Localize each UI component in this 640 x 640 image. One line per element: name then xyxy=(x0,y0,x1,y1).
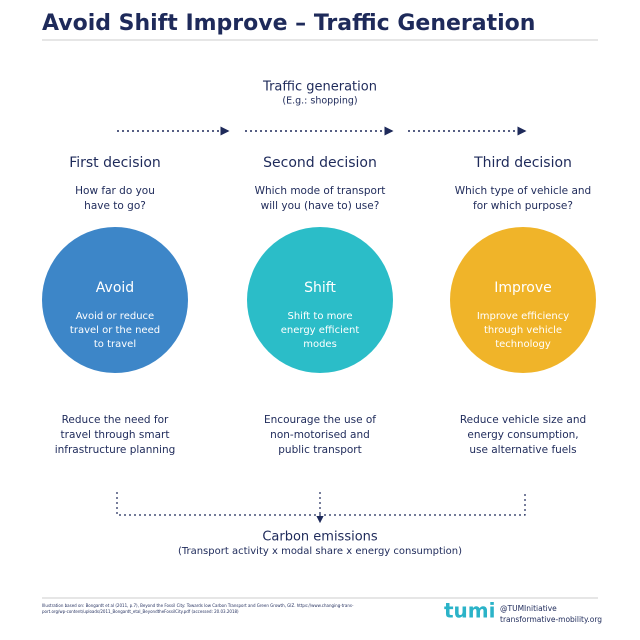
decision: Second decision xyxy=(263,155,377,171)
circle-text: through vehicle xyxy=(484,325,562,336)
question: Which mode of transport xyxy=(255,185,386,197)
circle-text: energy efficient xyxy=(281,325,360,336)
title: Avoid Shift Improve – Traffic Generation xyxy=(42,11,535,36)
logo: tumi xyxy=(444,599,496,623)
bottom-subtitle: (Transport activity x modal share x ener… xyxy=(178,546,462,557)
result: Reduce vehicle size and xyxy=(460,414,586,426)
circle-title: Improve xyxy=(494,280,552,296)
circle-title: Shift xyxy=(304,280,336,296)
source: Illustration based on: Bongardt et al (2… xyxy=(42,603,354,608)
circle-title: Avoid xyxy=(96,280,134,296)
top-title: Traffic generation xyxy=(262,80,377,95)
circle-text: Avoid or reduce xyxy=(76,311,154,322)
question: will you (have to) use? xyxy=(261,200,380,212)
circle xyxy=(247,227,393,373)
decision: First decision xyxy=(69,155,161,171)
question: for which purpose? xyxy=(473,200,573,212)
bracket xyxy=(116,492,526,524)
circle-text: Improve efficiency xyxy=(477,311,569,322)
question: Which type of vehicle and xyxy=(455,185,591,197)
circle-text: technology xyxy=(495,339,551,350)
result: public transport xyxy=(278,444,361,456)
question: How far do you xyxy=(75,185,155,197)
circle-text: travel or the need xyxy=(70,325,160,336)
circle-text: Shift to more xyxy=(287,311,352,322)
result: infrastructure planning xyxy=(55,444,176,456)
handle: @TUMInitiative xyxy=(500,604,557,613)
bottom-title: Carbon emissions xyxy=(262,530,378,545)
source: port.org/wp-content/uploads/2011_Bongard… xyxy=(42,609,239,614)
result: Reduce the need for xyxy=(62,414,169,426)
result: non-motorised and xyxy=(270,429,370,441)
result: Encourage the use of xyxy=(264,414,376,426)
circle xyxy=(450,227,596,373)
question: have to go? xyxy=(84,200,146,212)
circle xyxy=(42,227,188,373)
result: travel through smart xyxy=(61,429,170,441)
website: transformative-mobility.org xyxy=(500,615,602,624)
circle-text: modes xyxy=(303,339,337,350)
top-subtitle: (E.g.: shopping) xyxy=(282,96,357,107)
circle-text: to travel xyxy=(94,339,136,350)
result: energy consumption, xyxy=(467,429,578,441)
decision: Third decision xyxy=(473,155,572,171)
result: use alternative fuels xyxy=(469,444,576,456)
